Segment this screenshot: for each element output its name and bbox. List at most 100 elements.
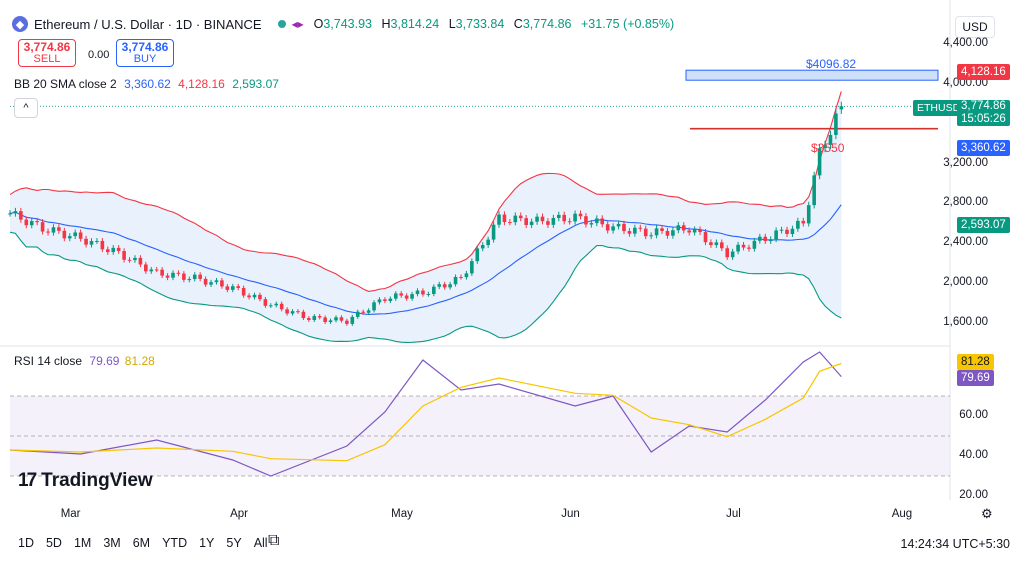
- candle-body: [171, 272, 175, 278]
- timeframe-button[interactable]: 1Y: [199, 536, 215, 550]
- bb-legend[interactable]: BB 20 SMA close 2 3,360.62 4,128.16 2,59…: [14, 77, 279, 91]
- rsi-line: [9, 351, 842, 477]
- bb-upper-tag: 4,128.16: [957, 64, 1010, 80]
- timeframe-button[interactable]: 5Y: [226, 536, 242, 550]
- candle-body: [828, 134, 833, 145]
- candle-body: [46, 231, 50, 233]
- candle-body: [432, 286, 436, 294]
- candle-body: [692, 229, 697, 233]
- candle-body: [106, 249, 110, 253]
- rsi-ma-line: [9, 362, 842, 462]
- candle-body: [611, 226, 615, 231]
- candle-body: [301, 311, 306, 319]
- sell-price: 3,774.86: [23, 40, 71, 54]
- candle-body: [508, 222, 512, 224]
- timeframe-bar: 1D 5D 1M 3M 6M YTD 1Y 5Y All: [18, 536, 280, 550]
- candle-body: [595, 218, 599, 224]
- rsi-legend[interactable]: RSI 14 close 79.69 81.28: [14, 354, 155, 368]
- last-price-tag: 3,774.86 15:05:26: [957, 100, 1010, 126]
- timeframe-button[interactable]: 1M: [73, 536, 92, 550]
- candle-body: [584, 216, 588, 225]
- candle-body: [279, 303, 284, 310]
- candle-body: [133, 257, 137, 261]
- open-value: 3,743.93: [323, 17, 373, 31]
- candle-body: [817, 148, 822, 176]
- buy-label: BUY: [133, 53, 157, 65]
- timeframe-button[interactable]: YTD: [162, 536, 188, 550]
- candle-body: [372, 302, 376, 311]
- candle-body: [285, 309, 289, 314]
- ohlc-values: O3,743.93 H3,814.24 L3,733.84 C3,774.86 …: [314, 17, 681, 31]
- candle-body: [334, 317, 338, 321]
- candle-body: [633, 227, 637, 234]
- currency-button[interactable]: USD: [955, 16, 995, 38]
- collapse-legend-button[interactable]: ^: [14, 98, 38, 118]
- timeframe-button[interactable]: 5D: [45, 536, 62, 550]
- candle-body: [290, 311, 295, 314]
- candle-body: [165, 275, 170, 278]
- candle-body: [622, 223, 626, 232]
- candle-body: [209, 282, 213, 285]
- bb-upper-value: 4,128.16: [178, 77, 225, 91]
- rsi-label: RSI 14 close: [14, 354, 83, 368]
- candle-body: [834, 113, 838, 135]
- candle-body: [62, 230, 67, 239]
- candle-body: [377, 299, 382, 303]
- candle-body: [328, 320, 333, 323]
- candle-body: [350, 316, 355, 324]
- alert-icon[interactable]: ◂▸: [291, 17, 304, 31]
- candle-body: [78, 232, 83, 239]
- clock-display[interactable]: 14:24:34 UTC+5:30: [900, 537, 1010, 551]
- timeframe-button[interactable]: 1D: [18, 536, 34, 550]
- candle-body: [160, 269, 164, 276]
- timeframe-button[interactable]: 3M: [103, 536, 121, 550]
- candle-body: [426, 293, 431, 295]
- candle-body: [627, 231, 632, 234]
- buy-button[interactable]: 3,774.86 BUY: [116, 39, 174, 67]
- candle-body: [709, 242, 713, 246]
- candle-body: [578, 213, 583, 217]
- candle-body: [774, 230, 778, 240]
- market-open-icon: [277, 20, 286, 28]
- candle-body: [24, 219, 29, 226]
- candle-body: [263, 299, 268, 306]
- candle-body: [806, 205, 811, 224]
- bollinger-lower-line: [9, 231, 842, 343]
- candle-body: [654, 228, 659, 236]
- timeframe-button[interactable]: 6M: [132, 536, 151, 550]
- candle-body: [589, 223, 594, 225]
- candle-body: [236, 286, 241, 288]
- settings-icon[interactable]: ⚙: [981, 506, 993, 521]
- candle-body: [182, 273, 186, 280]
- price-tick-label: 3,200.00: [943, 156, 988, 169]
- candle-body: [230, 286, 235, 290]
- candle-body: [8, 213, 12, 215]
- candle-body: [307, 318, 311, 321]
- calendar-icon[interactable]: ⧉: [268, 532, 280, 549]
- candle-body: [470, 261, 474, 274]
- candle-body: [529, 221, 534, 226]
- candle-body: [768, 239, 773, 242]
- sell-button[interactable]: 3,774.86 SELL: [18, 39, 76, 67]
- candle-body: [29, 221, 34, 226]
- candle-body: [138, 257, 143, 265]
- candle-body: [725, 248, 730, 258]
- month-label: Mar: [60, 508, 81, 520]
- tradingview-logo: 17 TradingView: [18, 470, 153, 492]
- symbol-title[interactable]: Ethereum / U.S. Dollar · 1D · BINANCE: [34, 16, 262, 32]
- candle-body: [323, 317, 327, 323]
- candle-body: [459, 276, 463, 278]
- candle-body: [551, 218, 556, 225]
- candle-body: [339, 317, 344, 321]
- candle-body: [546, 221, 550, 225]
- candle-body: [453, 276, 458, 285]
- candle-body: [535, 216, 539, 222]
- candle-body: [796, 220, 800, 229]
- support-annotation: $3550: [811, 141, 845, 155]
- candle-body: [258, 294, 262, 300]
- candle-body: [665, 230, 670, 236]
- price-tick-label: 2,400.00: [943, 236, 988, 249]
- rsi-tick-label: 20.00: [959, 489, 988, 501]
- timeframe-button[interactable]: All: [253, 536, 268, 550]
